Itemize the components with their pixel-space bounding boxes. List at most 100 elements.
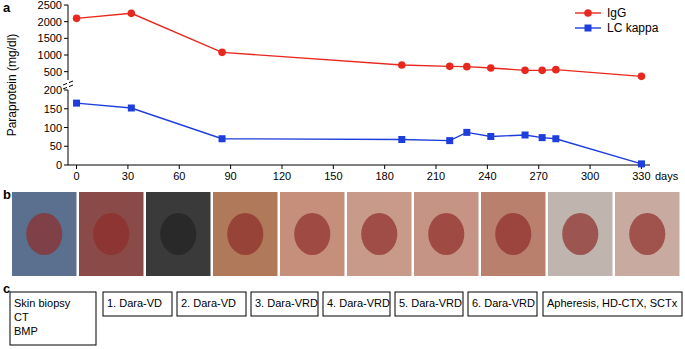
- y-tick: [64, 5, 68, 6]
- x-tick: [538, 165, 539, 169]
- x-tick-label: 240: [478, 170, 496, 182]
- x-tick-label: 30: [122, 170, 134, 182]
- x-tick-label: 120: [273, 170, 291, 182]
- marker: [522, 132, 529, 139]
- y-tick-label: 500: [44, 66, 62, 78]
- legend-marker: [585, 25, 592, 32]
- timeline-text: CT: [14, 311, 29, 323]
- timeline-box: [323, 292, 390, 316]
- series-line: [77, 13, 642, 76]
- marker: [398, 61, 406, 69]
- figure-root: 5001000150020002500050100150200030609012…: [0, 0, 685, 349]
- marker: [538, 67, 546, 75]
- plot-area: [73, 100, 645, 168]
- y-tick-label: 2500: [38, 0, 62, 11]
- timeline-box: [10, 292, 96, 345]
- photo: [615, 192, 680, 276]
- timeline-text: 2. Dara-VD: [181, 297, 236, 309]
- x-tick-label: 300: [581, 170, 599, 182]
- y-tick-label: 150: [44, 103, 62, 115]
- photo: [213, 192, 278, 276]
- series-line: [77, 103, 642, 164]
- timeline-box: [468, 292, 537, 316]
- marker: [521, 67, 529, 75]
- x-tick: [436, 165, 437, 169]
- marker: [446, 137, 453, 144]
- panel-label: b: [3, 187, 11, 202]
- marker: [638, 73, 646, 81]
- photo-wound: [428, 213, 464, 255]
- photo-wound: [294, 213, 330, 255]
- x-axis-label: days: [655, 170, 679, 182]
- marker: [218, 49, 226, 57]
- legend-label: LC kappa: [607, 21, 659, 35]
- y-tick: [64, 108, 68, 109]
- timeline-text: BMP: [14, 325, 38, 337]
- photo-wound: [562, 213, 598, 255]
- timeline-text: Skin biopsy: [14, 297, 71, 309]
- panel-label: c: [3, 281, 10, 296]
- photo: [146, 192, 211, 276]
- marker: [463, 129, 470, 136]
- timeline-text: 4. Dara-VRD: [327, 297, 390, 309]
- photo: [347, 192, 412, 276]
- x-axis-line: [68, 165, 650, 166]
- photo-wound: [93, 213, 129, 255]
- y-tick-label: 200: [44, 84, 62, 96]
- photo: [79, 192, 144, 276]
- y-axis-label: Paraprotein (mg/dl): [5, 34, 19, 137]
- timeline-text: Apheresis, HD-CTX, SCTx: [547, 297, 678, 309]
- marker: [552, 135, 559, 142]
- photo-wound: [629, 213, 665, 255]
- x-tick-label: 60: [173, 170, 185, 182]
- y-tick-label: 100: [44, 122, 62, 134]
- y-tick: [64, 38, 68, 39]
- marker: [487, 133, 494, 140]
- x-tick: [333, 165, 334, 169]
- timeline-text: 1. Dara-VD: [107, 297, 162, 309]
- timeline-text: 6. Dara-VRD: [472, 297, 535, 309]
- x-tick: [127, 165, 128, 169]
- y-tick-label: 1500: [38, 32, 62, 44]
- x-tick: [76, 165, 77, 169]
- y-tick: [64, 71, 68, 72]
- y-tick: [64, 165, 68, 166]
- photo: [414, 192, 479, 276]
- marker: [463, 63, 471, 71]
- marker: [552, 66, 560, 74]
- photo: [280, 192, 345, 276]
- timeline-box: [103, 292, 172, 316]
- legend-marker: [584, 9, 592, 17]
- marker: [398, 136, 405, 143]
- photo: [12, 192, 77, 276]
- marker: [73, 100, 80, 107]
- y-tick: [64, 55, 68, 56]
- photo-wound: [26, 213, 62, 255]
- x-tick: [590, 165, 591, 169]
- x-tick-label: 180: [375, 170, 393, 182]
- x-tick-label: 90: [224, 170, 236, 182]
- axis-gap: [67, 81, 69, 89]
- y-tick-label: 1000: [38, 49, 62, 61]
- timeline-text: 5. Dara-VRD: [399, 297, 462, 309]
- y-tick: [64, 146, 68, 147]
- x-tick-label: 0: [73, 170, 79, 182]
- plot-area: [73, 10, 645, 81]
- photo-wound: [495, 213, 531, 255]
- marker: [487, 64, 495, 72]
- y-axis-line: [68, 5, 69, 80]
- x-tick-label: 330: [632, 170, 650, 182]
- photo-wound: [160, 213, 196, 255]
- x-tick: [487, 165, 488, 169]
- timeline-box: [395, 292, 463, 316]
- marker: [128, 105, 135, 112]
- y-tick-label: 0: [56, 159, 62, 171]
- timeline-text: 3. Dara-VRD: [255, 297, 318, 309]
- x-tick-label: 150: [324, 170, 342, 182]
- photo-wound: [227, 213, 263, 255]
- figure: 5001000150020002500050100150200030609012…: [0, 0, 685, 349]
- marker: [219, 135, 226, 142]
- x-tick: [384, 165, 385, 169]
- panel-label: a: [3, 0, 11, 15]
- marker: [446, 63, 454, 71]
